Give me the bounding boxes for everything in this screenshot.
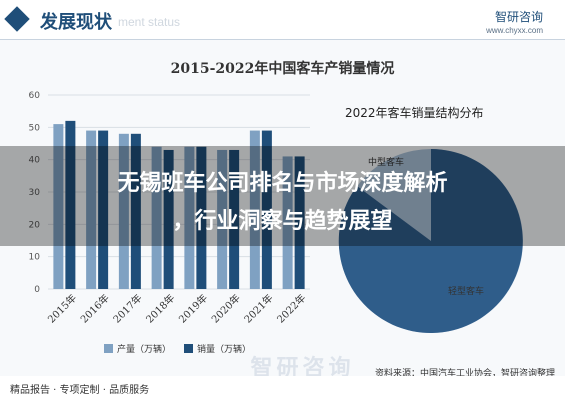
y-tick-label: 60: [29, 91, 41, 101]
legend-swatch-production: [104, 344, 113, 353]
y-tick-label: 20: [29, 220, 41, 230]
legend-production: 产量（万辆）: [104, 342, 171, 355]
pie-chart: [338, 149, 523, 333]
headline-line-2: ，行业洞察与趋势展望: [172, 209, 393, 234]
footer-tagline: 精品报告 · 专项定制 · 品质服务: [10, 385, 150, 396]
bar-production: [118, 133, 129, 289]
bar-production: [217, 149, 228, 289]
bar-production: [151, 146, 162, 289]
bar-sales: [98, 130, 109, 289]
bar-sales: [229, 149, 240, 289]
header-divider: [0, 39, 565, 40]
x-tick-label: 2017年: [110, 291, 144, 325]
bar-sales: [65, 120, 76, 289]
bar-sales: [196, 146, 207, 289]
headline-overlay: [0, 146, 565, 246]
x-tick-label: 2019年: [176, 291, 210, 325]
legend-sales: 销量（万辆）: [184, 342, 251, 355]
x-tick-label: 2015年: [45, 291, 79, 325]
pie-slice-main: [338, 149, 523, 333]
legend-label-production: 产量（万辆）: [117, 345, 172, 355]
data-source: 资料来源：中国汽车工业协会，智研咨询整理: [374, 369, 555, 379]
section-title: 发展现状: [40, 12, 112, 33]
y-tick-label: 40: [29, 156, 41, 166]
section-subtitle: ment status: [118, 15, 181, 29]
y-tick-label: 0: [34, 285, 40, 295]
bar-production: [184, 146, 195, 289]
pie-label-medium: 中型客车: [368, 158, 405, 168]
y-tick-label: 10: [29, 253, 41, 263]
headline-line-1: 无锡班车公司排名与市场深度解析: [117, 171, 448, 196]
site-url: www.chyxx.com: [486, 26, 543, 35]
bar-sales: [261, 130, 272, 289]
x-tick-label: 2016年: [78, 291, 112, 325]
chart-title: 2015-2022年中国客车产销量情况: [170, 61, 395, 77]
footer-bar: 精品报告 · 专项定制 · 品质服务: [0, 376, 565, 400]
pie-label-light: 轻型客车: [448, 287, 485, 297]
header-bar: 发展现状 ment status 智研咨询 www.chyxx.com: [0, 0, 565, 40]
legend-label-sales: 销量（万辆）: [197, 345, 252, 355]
bar-sales: [294, 156, 305, 289]
x-tick-label: 2018年: [143, 291, 177, 325]
y-tick-label: 30: [29, 188, 41, 198]
legend-swatch-sales: [184, 344, 193, 353]
bar-production: [53, 124, 64, 289]
x-tick-label: 2020年: [209, 291, 243, 325]
bar-production: [86, 130, 97, 289]
bar-sales: [130, 133, 141, 289]
diamond-icon: [4, 6, 30, 32]
bar-production: [249, 130, 260, 289]
x-tick-label: 2021年: [241, 291, 275, 325]
x-tick-label: 2022年: [274, 291, 308, 325]
pie-title: 2022年客车销量结构分布: [345, 106, 484, 120]
bar-sales: [163, 149, 174, 289]
y-tick-label: 50: [29, 123, 41, 133]
logo-text: 智研咨询: [494, 10, 543, 24]
bar-production: [282, 156, 293, 289]
